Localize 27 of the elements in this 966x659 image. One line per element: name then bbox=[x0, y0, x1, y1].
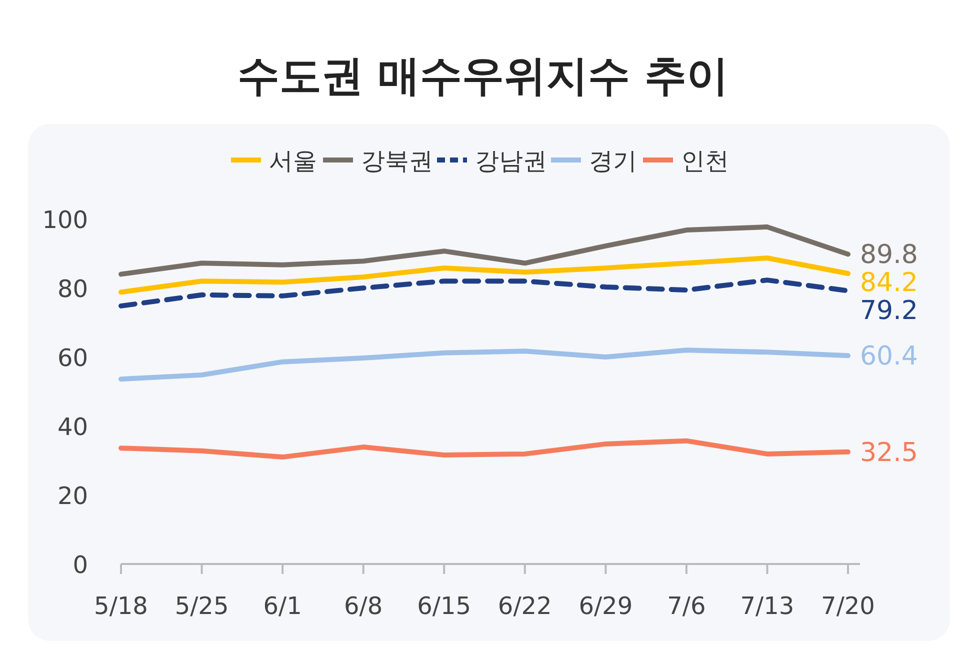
chart-title: 수도권 매수우위지수 추이 bbox=[237, 51, 729, 100]
y-tick-label: 20 bbox=[57, 482, 88, 510]
x-tick-label: 6/29 bbox=[578, 592, 633, 620]
x-tick-label: 6/15 bbox=[417, 592, 472, 620]
legend-label: 강남권 bbox=[475, 147, 547, 175]
legend-label: 서울 bbox=[269, 147, 317, 175]
y-tick-label: 100 bbox=[42, 206, 88, 234]
x-tick-label: 7/13 bbox=[740, 592, 794, 620]
y-tick-label: 60 bbox=[57, 344, 88, 372]
x-tick-label: 5/18 bbox=[94, 592, 148, 620]
x-tick-label: 7/6 bbox=[667, 592, 706, 620]
data-label: 79.2 bbox=[860, 296, 918, 326]
legend-label: 경기 bbox=[589, 147, 637, 175]
x-tick-label: 6/1 bbox=[263, 592, 302, 620]
data-label: 89.8 bbox=[860, 240, 918, 270]
x-tick-label: 6/8 bbox=[344, 592, 383, 620]
y-tick-label: 0 bbox=[72, 551, 88, 579]
legend-label: 인천 bbox=[681, 147, 729, 175]
data-label: 84.2 bbox=[860, 268, 918, 298]
y-tick-label: 80 bbox=[57, 275, 88, 303]
data-label: 60.4 bbox=[860, 342, 918, 372]
legend-label: 강북권 bbox=[361, 147, 433, 175]
x-tick-label: 5/25 bbox=[174, 592, 229, 620]
data-label: 32.5 bbox=[860, 438, 918, 468]
x-tick-label: 7/20 bbox=[821, 592, 875, 620]
y-tick-label: 40 bbox=[57, 413, 88, 441]
x-tick-label: 6/22 bbox=[498, 592, 552, 620]
